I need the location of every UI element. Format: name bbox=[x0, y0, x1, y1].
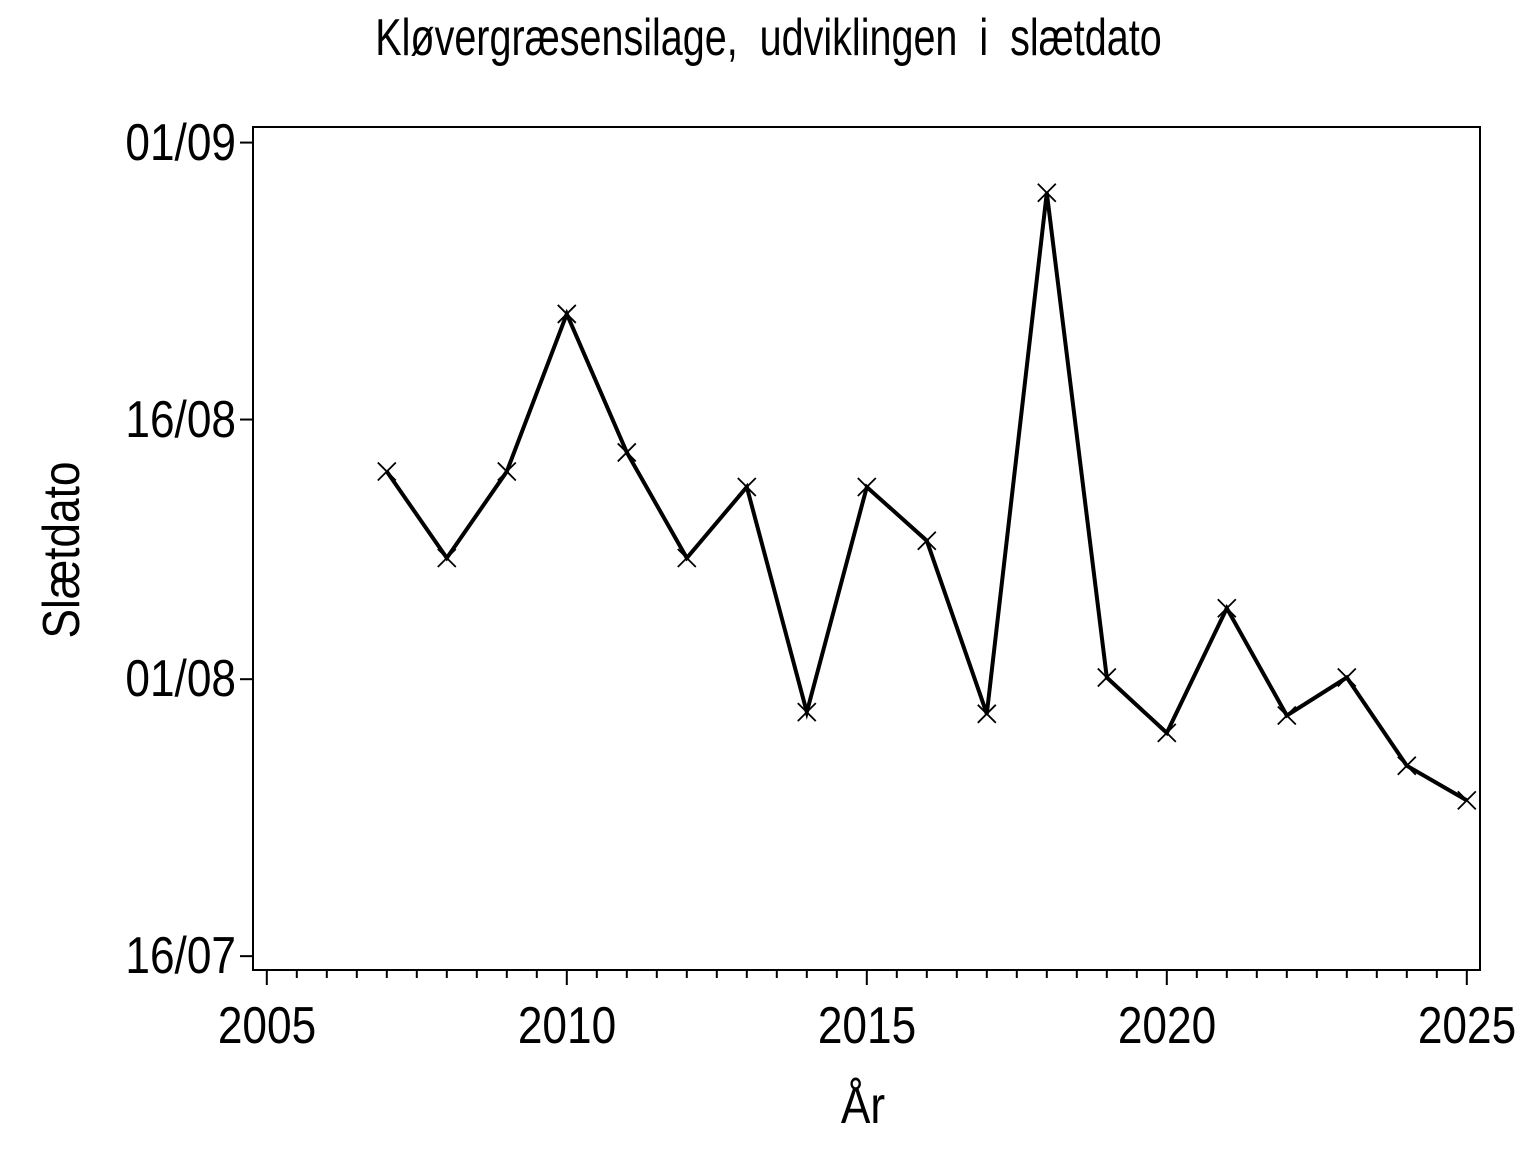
data-point-markers bbox=[377, 183, 1477, 810]
y-axis-label: Slætdato bbox=[33, 461, 91, 639]
y-tick-label: 01/09 bbox=[125, 113, 236, 172]
axis-frame bbox=[252, 126, 1481, 971]
y-tick-label: 01/08 bbox=[125, 650, 236, 709]
data-line bbox=[385, 192, 1468, 803]
x-tick-label: 2015 bbox=[817, 997, 916, 1055]
x-axis-label: År bbox=[840, 1077, 886, 1135]
x-tick-label: 2005 bbox=[217, 997, 316, 1055]
chart-title: Kløvergræsensilage, udviklingen i slætda… bbox=[375, 9, 1162, 67]
x-tick-label: 2010 bbox=[517, 997, 616, 1055]
x-tick-label: 2020 bbox=[1117, 997, 1216, 1055]
x-tick-label: 2025 bbox=[1417, 997, 1516, 1055]
y-tick-label: 16/07 bbox=[125, 927, 236, 986]
y-tick-label: 16/08 bbox=[125, 390, 236, 449]
